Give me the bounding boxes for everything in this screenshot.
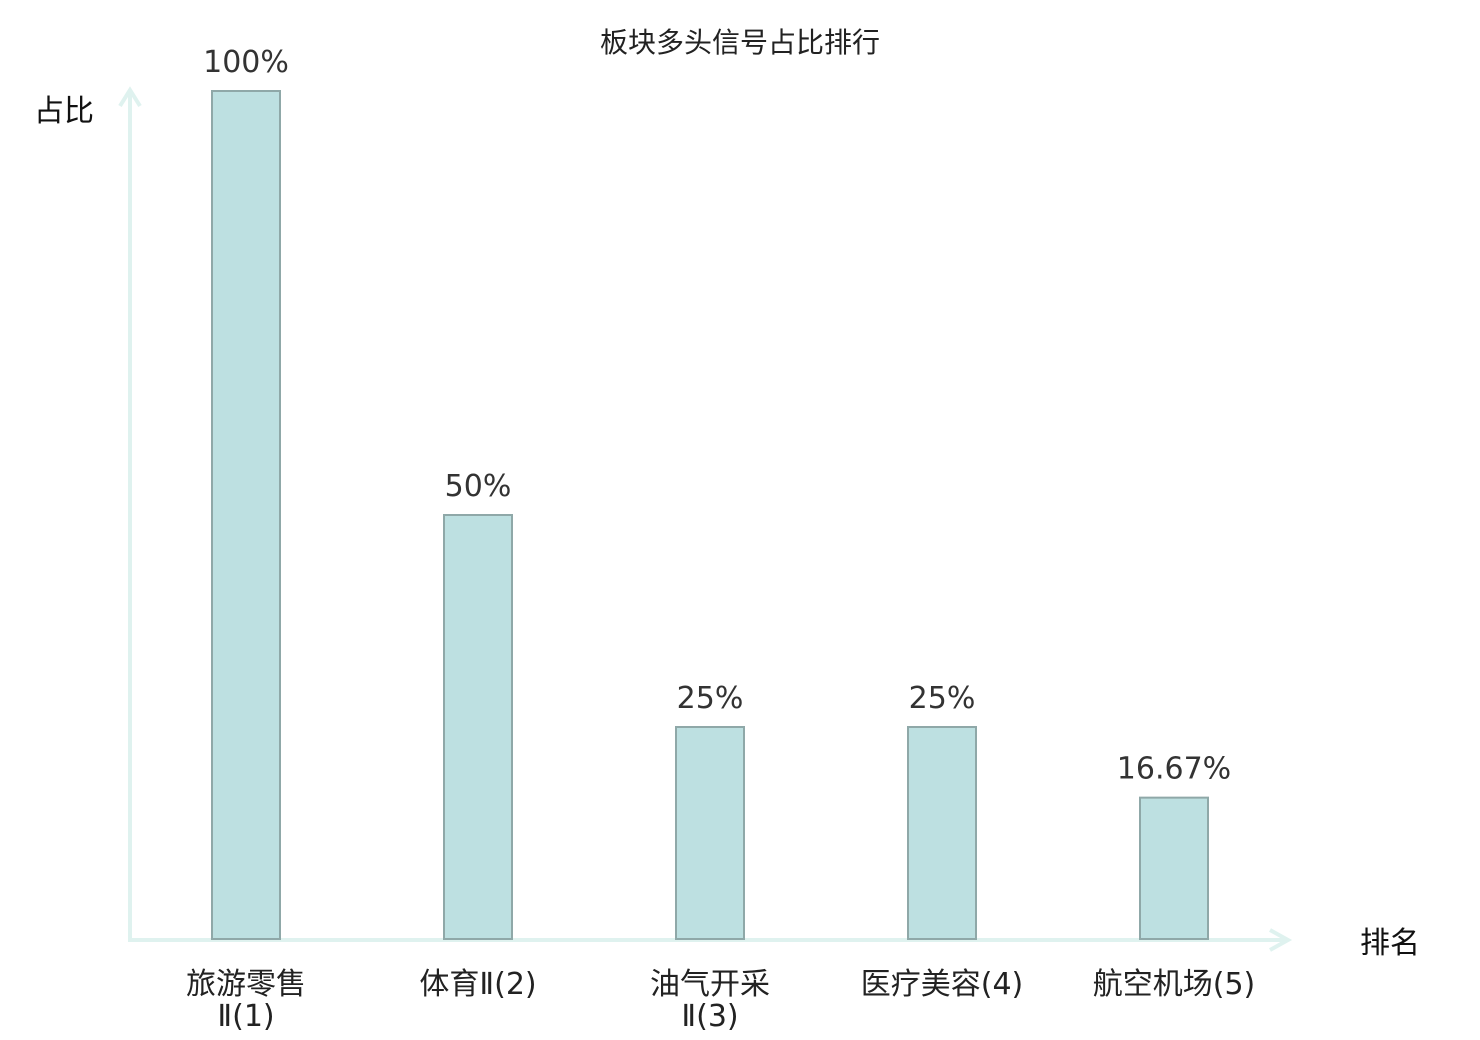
bar-3: [675, 726, 745, 940]
value-labels-group: 100% 50% 25% 25% 16.67%: [203, 45, 1231, 787]
category-label-2: 体育Ⅱ(2): [419, 967, 536, 1002]
value-label-3: 25%: [677, 681, 744, 716]
bar-4: [907, 726, 977, 940]
category-label-4: 医疗美容(4): [861, 967, 1024, 1002]
value-label-2: 50%: [445, 469, 512, 504]
category-label-1-line2: Ⅱ(1): [217, 999, 274, 1034]
category-label-5: 航空机场(5): [1093, 967, 1256, 1002]
bar-2: [443, 514, 513, 940]
bar-1: [211, 90, 281, 940]
x-axis-label: 排名: [1360, 926, 1420, 961]
y-axis-arrow: [118, 86, 142, 108]
y-axis-label: 占比: [34, 94, 94, 129]
value-label-1: 100%: [203, 45, 289, 80]
chart-title: 板块多头信号占比排行: [600, 26, 880, 59]
value-label-5: 16.67%: [1117, 752, 1231, 787]
category-label-3: 油气开采: [650, 967, 770, 1002]
bars-group: [211, 90, 1209, 941]
category-label-1: 旅游零售: [186, 967, 306, 1002]
bar-5: [1139, 796, 1209, 941]
category-label-3-line2: Ⅱ(3): [681, 999, 738, 1034]
value-label-4: 25%: [909, 681, 976, 716]
x-axis-arrow: [1269, 928, 1293, 952]
